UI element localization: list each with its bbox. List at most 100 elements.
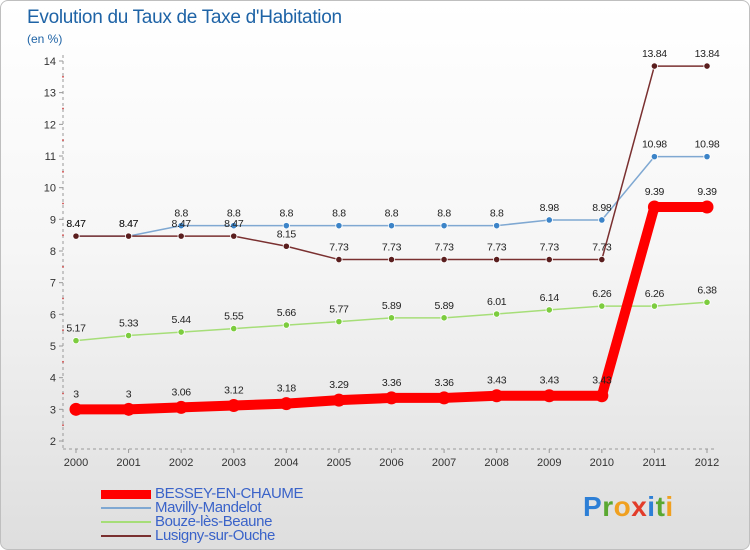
y-minor-dot — [62, 170, 64, 173]
marker-3-2012 — [703, 62, 711, 70]
marker-0-2012 — [700, 200, 714, 214]
axes: 2 3 4 5 6 7 8 9 10 11 12 13 14 2000 2001 2002 2003 2004 20… — [44, 55, 719, 469]
marker-3-2002 — [177, 232, 185, 240]
marker-3-2003 — [230, 232, 238, 240]
marker-2-2005 — [335, 318, 343, 326]
data-label-0-2008: 3.43 — [487, 375, 507, 387]
data-label-2-2005: 5.77 — [329, 304, 349, 316]
logo-letter: i — [647, 491, 656, 522]
x-tick-label-2012: 2012 — [695, 457, 719, 469]
data-label-1-2008: 8.8 — [490, 208, 504, 220]
marker-0-2001 — [122, 402, 136, 416]
data-label-3-2000: 8.47 — [66, 218, 86, 230]
proxiti-logo: Proxiti — [583, 491, 674, 523]
y-tick-label-10: 10 — [44, 183, 56, 195]
y-minor-dot — [62, 75, 64, 78]
data-label-1-2003: 8.8 — [227, 208, 241, 220]
series-line-3 — [75, 65, 708, 261]
marker-0-2003 — [227, 399, 241, 413]
marker-3-2008 — [493, 255, 501, 264]
marker-1-2007 — [440, 222, 448, 230]
data-label-0-2003: 3.12 — [224, 385, 244, 397]
y-tick-label-3: 3 — [50, 404, 56, 416]
data-label-0-2001: 3 — [126, 388, 132, 400]
series-markers — [69, 62, 714, 416]
chart-title: Evolution du Taux de Taxe d'Habitation — [27, 7, 342, 28]
logo-letter: o — [613, 491, 632, 522]
x-tick-label-2005: 2005 — [327, 457, 351, 469]
y-tick-label-11: 11 — [45, 151, 56, 163]
x-tick-label-2000: 2000 — [64, 457, 88, 469]
y-tick-label-9: 9 — [50, 214, 56, 226]
marker-2-2001 — [124, 331, 133, 340]
marker-2-2012 — [703, 298, 711, 306]
marker-2-2009 — [545, 306, 553, 314]
data-label-3-2006: 7.73 — [382, 242, 402, 254]
y-minor-dot — [62, 107, 64, 110]
legend-item-mavilly: Mavilly-Mandelot — [101, 500, 303, 515]
chart-subtitle: (en %) — [27, 32, 63, 46]
data-label-1-2002: 8.8 — [174, 208, 188, 220]
legend: BESSEY-EN-CHAUME Mavilly-Mandelot Bouze-… — [101, 486, 303, 543]
marker-1-2005 — [335, 222, 343, 230]
legend-item-lusigny: Lusigny-sur-Ouche — [101, 528, 303, 543]
data-label-0-2002: 3.06 — [172, 386, 192, 398]
x-tick-label-2010: 2010 — [590, 457, 614, 469]
x-tick-label-2003: 2003 — [222, 457, 246, 469]
x-tick-label-2011: 2011 — [643, 457, 667, 469]
data-label-2-2009: 6.14 — [540, 292, 560, 304]
data-label-3-2011: 13.84 — [642, 48, 667, 60]
data-label-0-2011: 9.39 — [645, 186, 665, 198]
data-label-2-2004: 5.66 — [277, 307, 297, 319]
marker-2-2002 — [177, 328, 185, 336]
data-label-2-2010: 6.26 — [592, 288, 612, 300]
data-label-1-2012: 10.98 — [695, 139, 720, 151]
y-tick-label-5: 5 — [50, 341, 56, 353]
marker-0-2010 — [595, 389, 609, 403]
y-tick-label-7: 7 — [50, 278, 56, 290]
x-tick-label-2008: 2008 — [484, 457, 508, 469]
marker-2-2008 — [493, 310, 501, 318]
x-tick-label-2002: 2002 — [169, 457, 193, 469]
y-minor-dot — [62, 329, 64, 332]
data-label-1-2007: 8.8 — [437, 208, 451, 220]
data-label-1-2011: 10.98 — [642, 139, 667, 151]
x-tick-label-2006: 2006 — [379, 457, 403, 469]
logo-letter: i — [665, 491, 674, 522]
data-label-2-2000: 5.17 — [66, 323, 86, 335]
y-tick-label-8: 8 — [50, 246, 56, 258]
y-minor-dot — [62, 392, 64, 395]
logo-letter: r — [602, 491, 614, 522]
data-label-3-2002: 8.47 — [172, 218, 192, 230]
data-label-1-2001: 8.47 — [119, 218, 139, 230]
x-tick-label-2004: 2004 — [274, 457, 298, 469]
y-tick-label-2: 2 — [50, 436, 56, 448]
x-tick-label-2001: 2001 — [116, 457, 140, 469]
marker-3-2005 — [335, 255, 343, 264]
marker-3-2000 — [72, 232, 80, 240]
series-lines — [71, 65, 712, 415]
x-tick-label-2007: 2007 — [432, 457, 456, 469]
marker-1-2003 — [230, 222, 238, 230]
y-tick-label-14: 14 — [44, 56, 56, 68]
marker-1-2010 — [598, 216, 606, 224]
marker-0-2004 — [279, 397, 293, 411]
marker-2-2011 — [650, 302, 659, 310]
data-label-2-2008: 6.01 — [487, 296, 507, 308]
data-label-1-2004: 8.8 — [279, 208, 293, 220]
marker-0-2007 — [437, 391, 451, 405]
data-label-3-2004: 8.15 — [277, 228, 297, 240]
data-label-3-2003: 8.47 — [224, 218, 244, 230]
marker-2-2010 — [598, 302, 606, 310]
data-label-0-2012: 9.39 — [697, 186, 717, 198]
marker-0-2005 — [332, 393, 346, 407]
data-label-1-2010: 8.98 — [592, 202, 612, 214]
data-label-3-2010: 7.73 — [592, 242, 612, 254]
marker-3-2010 — [598, 255, 606, 264]
data-label-3-2012: 13.84 — [695, 48, 720, 60]
data-label-3-2009: 7.73 — [540, 242, 560, 254]
logo-letter: t — [655, 491, 666, 522]
marker-2-2007 — [440, 314, 448, 322]
